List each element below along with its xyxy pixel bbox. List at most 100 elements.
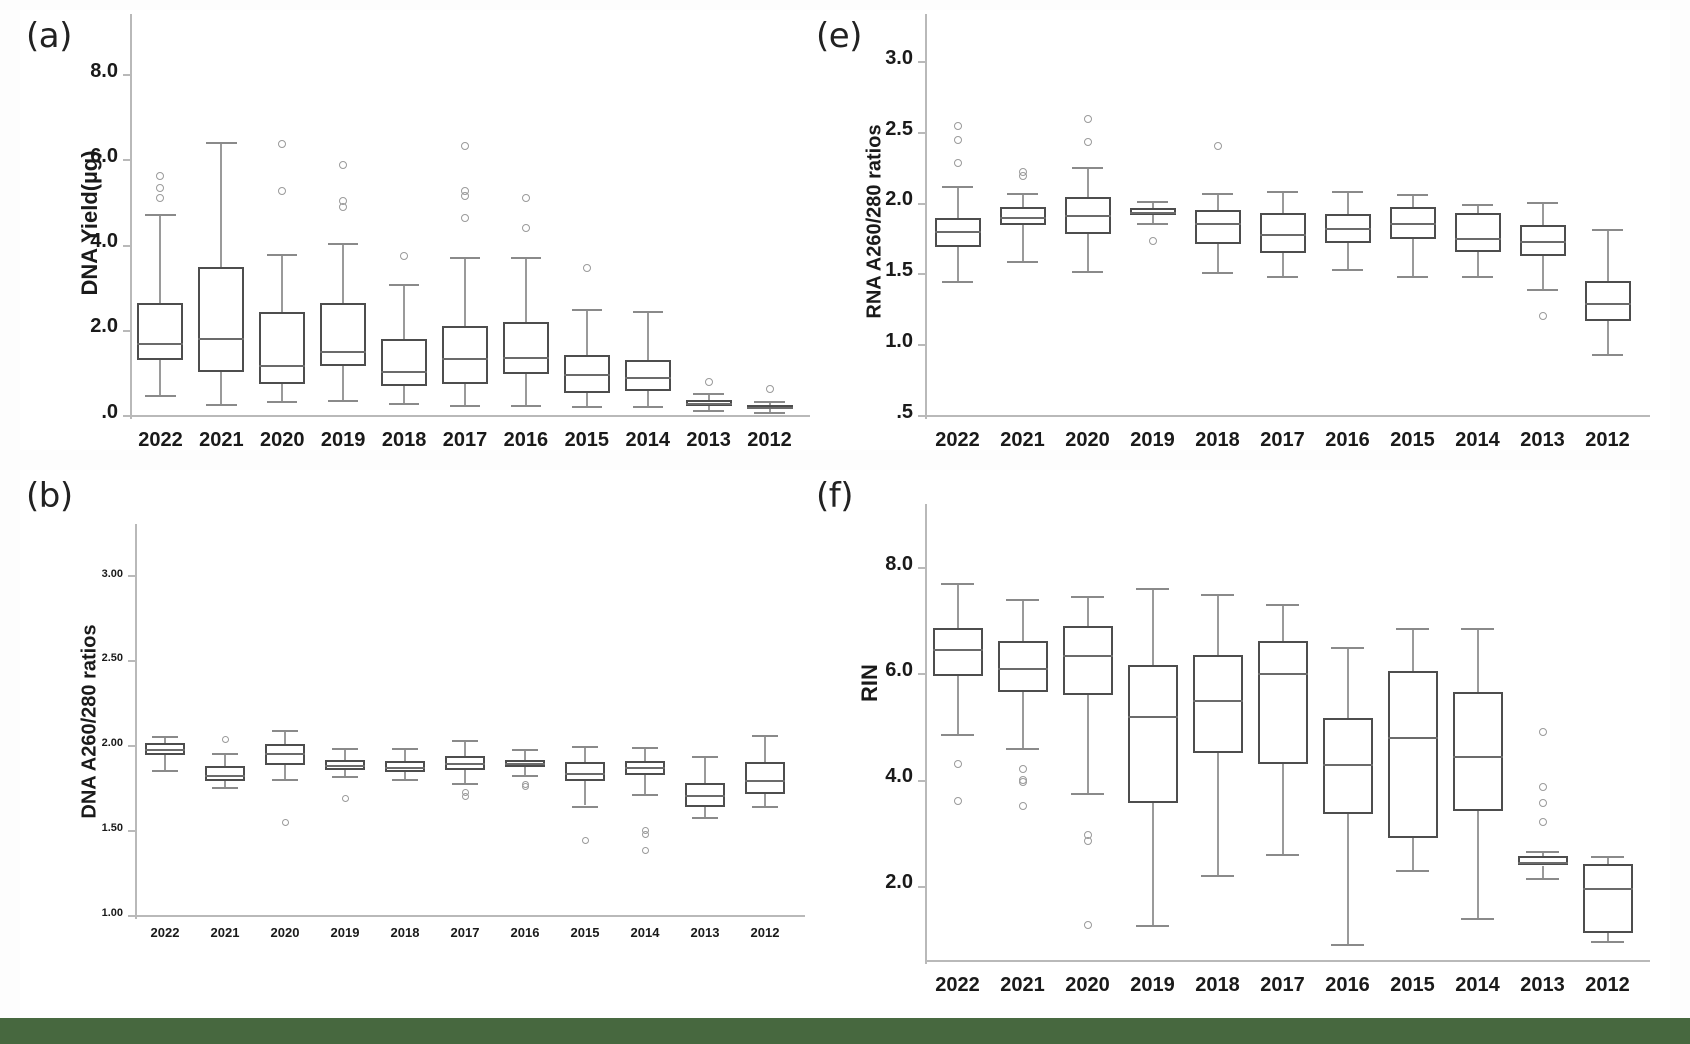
whisker-low [1151, 215, 1154, 223]
box-iqr [1127, 665, 1178, 804]
panel-b-xtick-2021: 2021 [210, 925, 240, 940]
outlier-point [521, 223, 530, 232]
whisker-high [404, 747, 406, 762]
whisker-low [1021, 225, 1024, 261]
whisker-low [464, 384, 466, 406]
box-iqr [502, 322, 549, 375]
whisker-low [768, 409, 771, 412]
outlier-point [278, 186, 287, 195]
boxplot-f-2014 [925, 530, 1640, 960]
median-line [442, 357, 488, 360]
boxplot-e-2019 [925, 40, 1640, 415]
box-iqr [1584, 280, 1631, 321]
panel-e-ytick-label: 2.5 [885, 117, 913, 140]
panel-b-ytick-label: 2.50 [101, 652, 123, 665]
box-iqr [1192, 654, 1243, 753]
whisker-low [1281, 763, 1284, 854]
panel-a-xtick-2018: 2018 [381, 429, 427, 451]
cap-high [328, 242, 359, 245]
panel-e-plot: .5 1.0 1.5 2.0 2.5 3.0 2022 2021 2020 2019 2018 201… [885, 14, 1650, 451]
boxplot-f-2012 [925, 530, 1640, 960]
cap-high [449, 257, 481, 260]
outlier-point [400, 251, 409, 260]
panel-e-ytick-label: 1.5 [885, 259, 913, 282]
panel-b-xtick-2019: 2019 [330, 925, 360, 940]
whisker-low [464, 769, 466, 784]
cap-high [1332, 191, 1363, 194]
boxplot-e-2015 [925, 40, 1640, 415]
whisker-low [404, 771, 406, 780]
outlier-point [1083, 115, 1092, 124]
panel-a-ytick-mark [123, 244, 130, 247]
boxplot-e-2021 [925, 40, 1640, 415]
cap-low [942, 280, 973, 283]
panel-f-y-axis [925, 504, 927, 964]
cap-high [211, 752, 239, 755]
panel-a-xtick-2019: 2019 [320, 429, 366, 451]
panel-a-ytick-mark [123, 159, 130, 162]
panel-f-xtick-2020: 2020 [1065, 974, 1110, 996]
panel-a-xtick-2012: 2012 [747, 429, 792, 451]
whisker-high [1411, 193, 1414, 207]
median-line [1062, 654, 1113, 657]
outlier-point [1018, 171, 1027, 180]
panel-f-ytick-mark [918, 567, 925, 570]
boxplot-b-2014 [135, 550, 795, 915]
cap-high [751, 735, 779, 738]
whisker-low [1216, 752, 1219, 876]
boxplot-a-2017 [130, 40, 800, 415]
panel-b-xtick-2013: 2013 [690, 925, 720, 940]
boxplot-e-2022 [925, 40, 1640, 415]
panel-f-xtick-2019: 2019 [1130, 974, 1175, 996]
outlier-point [581, 836, 589, 844]
cap-low [631, 793, 659, 796]
outlier-point [1018, 802, 1027, 811]
whisker-high [1411, 628, 1414, 671]
panel-b-ytick-label: 1.00 [101, 907, 123, 920]
cap-low [1202, 272, 1233, 275]
outlier-point [765, 384, 774, 393]
panel-e-y-axis [925, 14, 927, 419]
whisker-low [1216, 243, 1219, 273]
panel-f-xtick-2021: 2021 [1000, 974, 1045, 996]
panel-e-xtick-2017: 2017 [1260, 429, 1305, 451]
box-iqr [259, 311, 306, 385]
panel-e-xtick-2013: 2013 [1520, 429, 1565, 451]
whisker-low [1476, 251, 1479, 277]
box-iqr [325, 759, 365, 770]
outlier-point [461, 214, 469, 223]
panel-f: (f) RIN 2.0 4.0 6.0 8.0 2022 2021 2020 2019 2018… [810, 470, 1670, 1010]
panel-f-x-axis [925, 960, 1650, 962]
panel-b-ytick-label: 3.00 [101, 567, 123, 580]
whisker-low [1086, 694, 1089, 793]
boxplot-e-2016 [925, 40, 1640, 415]
panel-a-x-axis [130, 415, 810, 417]
cap-high [1591, 856, 1624, 859]
median-line [932, 649, 983, 652]
cap-high [1461, 628, 1494, 631]
panel-e-xtick-2019: 2019 [1130, 429, 1175, 451]
cap-high [1396, 628, 1429, 631]
panel-b-xtick-2016: 2016 [510, 925, 540, 940]
outlier-point [953, 159, 962, 168]
box-iqr [1259, 212, 1306, 253]
cap-low [1526, 877, 1559, 880]
cap-low [1266, 853, 1299, 856]
outlier-point [1083, 137, 1092, 146]
panel-a-y-axis [130, 14, 132, 419]
panel-e-ytick-mark [918, 273, 925, 276]
outlier-point [953, 759, 962, 768]
cap-low [754, 411, 785, 414]
outlier-point [1083, 921, 1092, 930]
cap-low [267, 401, 298, 404]
median-line [685, 402, 732, 405]
boxplot-b-2017 [135, 550, 795, 915]
cap-low [1591, 941, 1624, 944]
footer-band [0, 1018, 1690, 1044]
median-line [385, 767, 425, 770]
boxplot-b-2015 [135, 550, 795, 915]
whisker-low [764, 793, 766, 807]
outlier-point [1538, 817, 1547, 826]
panel-e-xtick-2014: 2014 [1455, 429, 1500, 451]
panel-a: (a) DNA Yield(µg) .0 2.0 4.0 6.0 8.0 2022 2021… [20, 10, 820, 451]
